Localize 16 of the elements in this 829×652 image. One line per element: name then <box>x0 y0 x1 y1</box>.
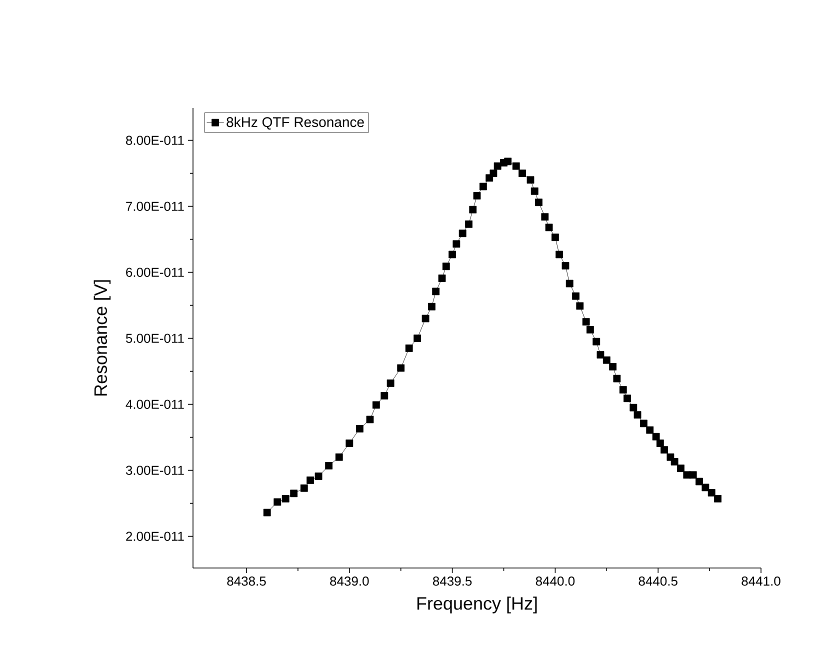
x-tick-label: 8441.0 <box>742 576 780 586</box>
x-axis-title: Frequency [Hz] <box>417 596 537 614</box>
y-tick-label: 7.00E-011 <box>126 202 184 211</box>
y-tick-label: 3.00E-011 <box>126 466 184 475</box>
y-tick-label: 2.00E-011 <box>126 532 184 541</box>
y-tick-label: 6.00E-011 <box>126 268 184 277</box>
legend-label: 8kHz QTF Resonance <box>226 116 364 130</box>
y-tick-label: 4.00E-011 <box>126 400 184 409</box>
y-tick-label: 8.00E-011 <box>126 136 184 145</box>
x-tick-label: 8439.0 <box>330 576 369 586</box>
y-tick-label: 5.00E-011 <box>126 334 184 343</box>
x-tick-label: 8438.5 <box>227 576 266 586</box>
x-tick-label: 8440.0 <box>536 576 575 586</box>
y-axis-title: Resonance [V] <box>94 280 111 396</box>
x-tick-label: 8439.5 <box>432 576 472 586</box>
x-tick-label: 8440.5 <box>638 576 678 586</box>
